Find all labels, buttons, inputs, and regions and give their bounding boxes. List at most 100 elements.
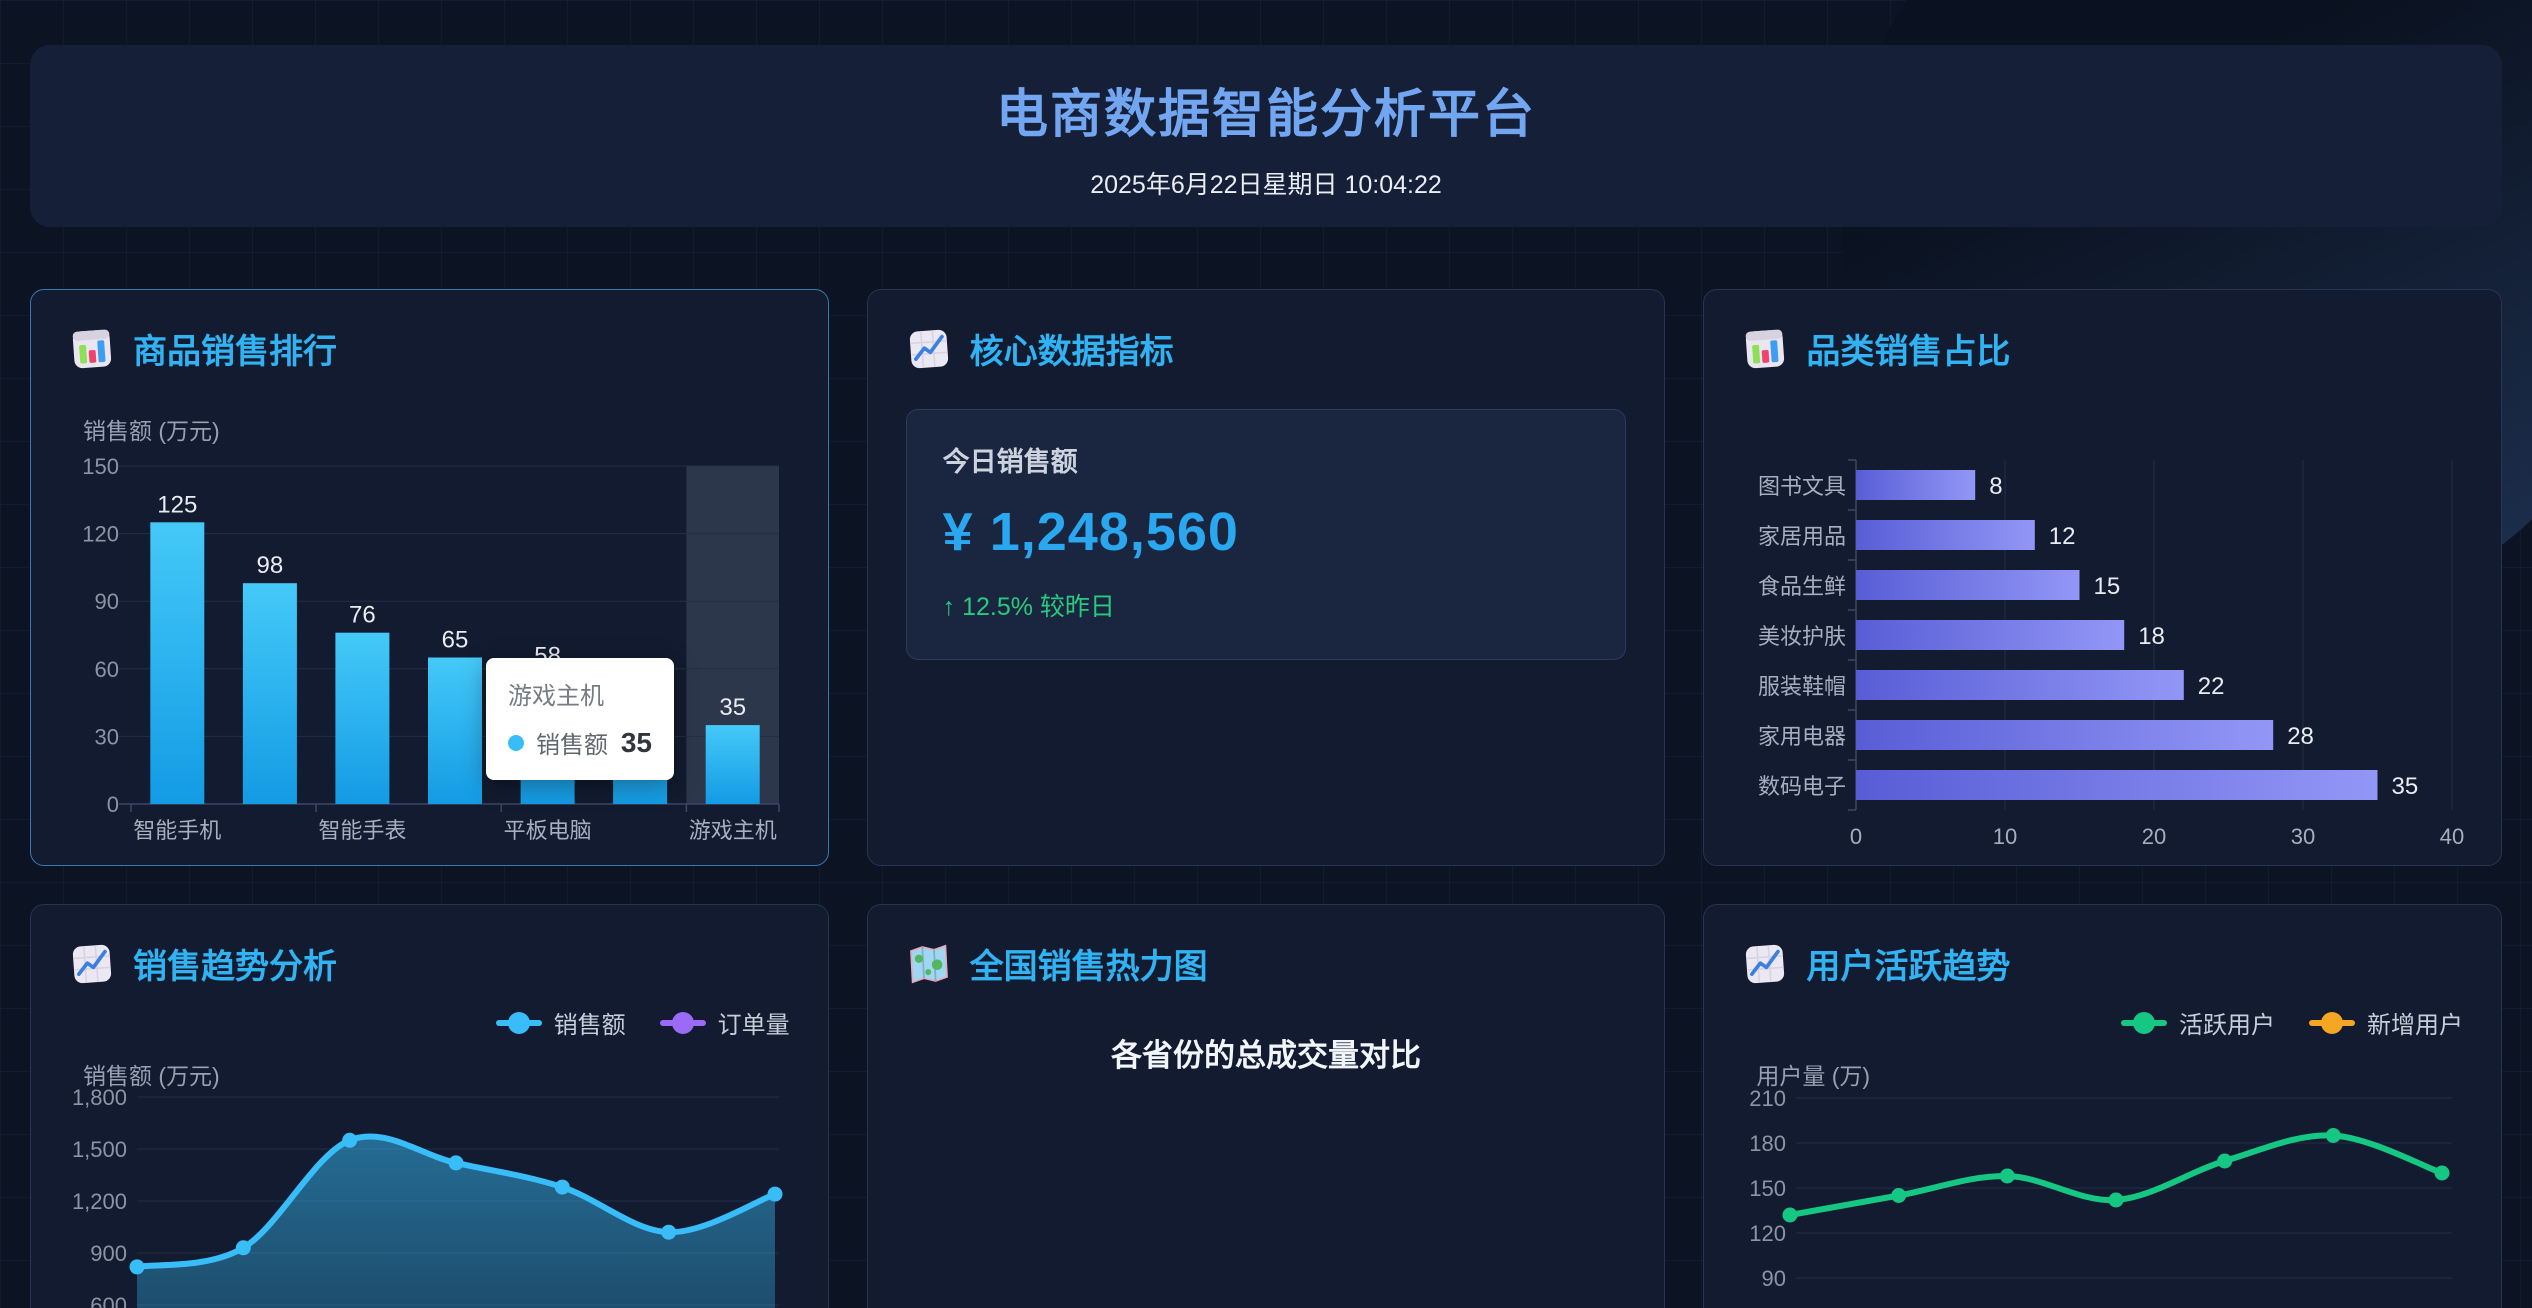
svg-text:1,800: 1,800 — [72, 1085, 127, 1110]
svg-text:90: 90 — [1762, 1266, 1786, 1291]
panel-core-metrics: 核心数据指标 今日销售额 ¥ 1,248,560 ↑ 12.5% 较昨日 — [866, 289, 1666, 866]
svg-text:数码电子: 数码电子 — [1758, 774, 1846, 799]
svg-text:35: 35 — [719, 694, 746, 721]
legend-label: 订单量 — [717, 1012, 790, 1039]
legend-item-active-users[interactable]: 活跃用户 — [2121, 1005, 2275, 1040]
chart-increasing-icon — [1742, 941, 1788, 987]
panel-header: 用户活跃趋势 — [1742, 939, 2463, 988]
metric-change: ↑ 12.5% 较昨日 — [942, 593, 1115, 621]
panel-title: 全国销售热力图 — [969, 948, 1208, 986]
svg-text:120: 120 — [82, 522, 119, 547]
svg-text:60: 60 — [95, 657, 119, 682]
svg-text:20: 20 — [2142, 824, 2166, 849]
legend-symbol — [659, 1011, 706, 1034]
user-activity-line-chart[interactable]: 210 180 150 120 90 — [1734, 1073, 2478, 1308]
legend-symbol — [2309, 1011, 2355, 1034]
svg-text:90: 90 — [95, 589, 119, 614]
svg-text:30: 30 — [2291, 824, 2315, 849]
chart-increasing-icon — [906, 326, 952, 372]
svg-text:8: 8 — [1990, 473, 2003, 500]
legend-item-orders[interactable]: 订单量 — [659, 1005, 790, 1040]
panel-category-share: 品类销售占比 0 10 20 30 40 8 图书文具 12 家居用品 15 食品生鲜 18 美妆护肤 2… — [1703, 289, 2502, 866]
svg-text:65: 65 — [442, 627, 469, 654]
metric-label: 今日销售额 — [942, 447, 1078, 477]
dashboard-grid: 商品销售排行 销售额 (万元) 0 30 60 90 120 150 125 98 76 65 58… — [30, 289, 2502, 1308]
series-dot — [508, 734, 524, 751]
legend-item-sales[interactable]: 销售额 — [495, 1005, 626, 1040]
svg-text:平板电脑: 平板电脑 — [504, 818, 592, 843]
panel-header: 核心数据指标 — [906, 324, 1627, 373]
svg-text:家用电器: 家用电器 — [1758, 724, 1846, 749]
svg-text:0: 0 — [1850, 824, 1862, 849]
legend-label: 活跃用户 — [2179, 1012, 2275, 1039]
panel-title: 核心数据指标 — [969, 333, 1174, 371]
svg-text:150: 150 — [82, 454, 119, 479]
svg-text:210: 210 — [1750, 1086, 1787, 1111]
map-subtitle: 各省份的总成交量对比 — [1110, 1038, 1421, 1073]
tooltip-series-name: 销售额 — [536, 732, 608, 759]
svg-text:180: 180 — [1750, 1131, 1787, 1156]
svg-text:图书文具: 图书文具 — [1758, 474, 1846, 499]
svg-text:35: 35 — [2392, 773, 2419, 800]
datetime-display: 2025年6月22日星期日 10:04:22 — [1090, 170, 1442, 199]
sales-trend-line-chart[interactable]: 1,800 1,500 1,200 900 600 — [61, 1073, 805, 1308]
page-title: 电商数据智能分析平台 — [995, 85, 1536, 144]
svg-text:服装鞋帽: 服装鞋帽 — [1758, 674, 1846, 699]
panel-title: 用户活跃趋势 — [1806, 948, 2011, 986]
svg-text:125: 125 — [157, 491, 197, 518]
tooltip-category: 游戏主机 — [508, 683, 604, 710]
panel-header: 品类销售占比 — [1742, 324, 2463, 373]
legend-label: 新增用户 — [2367, 1012, 2463, 1039]
panel-header: 全国销售热力图 — [906, 939, 1627, 988]
metric-card: 今日销售额 ¥ 1,248,560 ↑ 12.5% 较昨日 — [905, 409, 1627, 660]
legend-item-new-users[interactable]: 新增用户 — [2309, 1005, 2463, 1040]
y-axis-name: 销售额 (万元) — [83, 1063, 220, 1089]
svg-text:游戏主机: 游戏主机 — [689, 818, 777, 843]
panel-header: 销售趋势分析 — [69, 939, 790, 988]
tooltip-value: 35 — [620, 726, 652, 758]
chart-increasing-icon — [69, 941, 115, 987]
svg-text:家居用品: 家居用品 — [1758, 524, 1846, 549]
chart-tooltip: 游戏主机 销售额 35 — [486, 658, 674, 780]
y-axis-name: 销售额 (万元) — [83, 418, 220, 444]
panel-sales-trend: 销售趋势分析 销售额 订单量 销售额 (万元) 1,800 1,500 1,200 9… — [30, 904, 829, 1308]
svg-text:12: 12 — [2049, 523, 2076, 550]
metric-value: ¥ 1,248,560 — [942, 502, 1239, 562]
svg-text:智能手表: 智能手表 — [318, 818, 406, 843]
svg-text:10: 10 — [1993, 824, 2017, 849]
svg-text:98: 98 — [257, 552, 284, 579]
svg-text:30: 30 — [95, 724, 119, 749]
panel-header: 商品销售排行 — [69, 324, 790, 373]
svg-text:智能手机: 智能手机 — [133, 818, 221, 843]
dashboard-header: 电商数据智能分析平台 2025年6月22日星期日 10:04:22 — [30, 45, 2502, 227]
svg-text:1,200: 1,200 — [72, 1189, 127, 1214]
panel-title: 销售趋势分析 — [133, 948, 337, 986]
svg-text:150: 150 — [1750, 1176, 1787, 1201]
svg-text:76: 76 — [349, 602, 376, 629]
bar-chart-icon — [69, 326, 115, 372]
svg-text:15: 15 — [2094, 573, 2121, 600]
bar-chart-icon — [1742, 326, 1788, 372]
panel-user-activity: 用户活跃趋势 活跃用户 新增用户 用户量 (万) 210 180 150 120 90 — [1703, 904, 2502, 1308]
product-ranking-bar-chart[interactable]: 0306090120150125987665584535智能手机智能手表平板电脑… — [61, 440, 805, 857]
panel-heatmap: 全国销售热力图 各省份的总成交量对比 — [866, 904, 1666, 1308]
y-axis-name: 用户量 (万) — [1756, 1063, 1871, 1089]
panel-title: 商品销售排行 — [133, 333, 337, 371]
panel-title: 品类销售占比 — [1806, 333, 2011, 371]
legend-symbol — [495, 1011, 542, 1034]
svg-text:600: 600 — [90, 1293, 127, 1308]
svg-text:22: 22 — [2198, 673, 2225, 700]
tooltip-row: 销售额 35 — [508, 725, 652, 760]
category-share-bar-chart[interactable]: 0 10 20 30 40 8 图书文具 12 家居用品 15 食品生鲜 18 美妆护肤 22 服装鞋帽 28… — [1734, 436, 2478, 861]
map-icon — [906, 941, 952, 987]
svg-text:美妆护肤: 美妆护肤 — [1758, 624, 1846, 649]
svg-text:28: 28 — [2288, 723, 2315, 750]
svg-text:120: 120 — [1750, 1221, 1787, 1246]
svg-text:900: 900 — [90, 1241, 127, 1266]
legend-symbol — [2121, 1011, 2167, 1034]
svg-text:0: 0 — [107, 792, 119, 817]
chart-legend: 销售额 订单量 — [495, 1005, 790, 1040]
svg-text:18: 18 — [2139, 623, 2166, 650]
chart-legend: 活跃用户 新增用户 — [2121, 1005, 2463, 1040]
